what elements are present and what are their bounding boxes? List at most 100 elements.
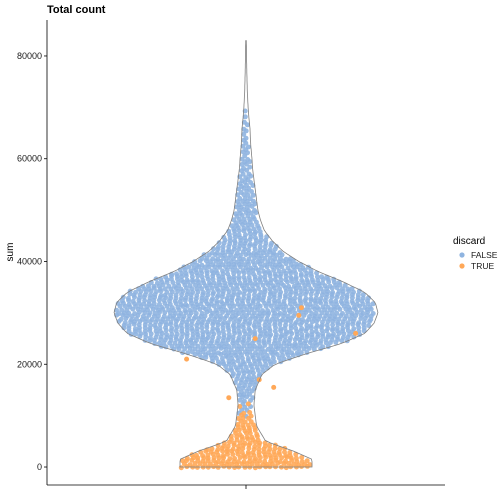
point-false: [281, 268, 287, 274]
point-true-outlier: [296, 312, 302, 318]
point-false: [234, 250, 240, 256]
point-false: [257, 244, 263, 250]
point-false: [292, 295, 298, 301]
point-false: [307, 301, 313, 307]
point-true: [262, 440, 268, 446]
point-false: [237, 362, 243, 368]
point-false: [356, 320, 362, 326]
point-false: [216, 334, 222, 340]
point-false: [262, 247, 268, 253]
point-true: [267, 442, 272, 448]
point-false: [272, 271, 278, 277]
point-true-outlier: [252, 336, 258, 342]
point-false: [318, 338, 324, 344]
point-true: [287, 450, 293, 455]
point-false: [204, 329, 210, 335]
point-false: [314, 304, 320, 310]
point-false: [158, 292, 164, 298]
point-true: [209, 446, 215, 452]
point-false: [243, 175, 249, 181]
point-true-outlier: [184, 356, 190, 362]
legend-key-true: [459, 263, 465, 269]
point-true: [277, 459, 283, 465]
point-true: [242, 440, 248, 446]
point-false: [236, 232, 242, 238]
point-false: [183, 302, 189, 308]
point-false: [151, 283, 157, 289]
point-false: [283, 292, 288, 298]
point-false: [252, 280, 258, 286]
point-false: [314, 323, 320, 329]
point-false: [298, 271, 304, 277]
point-false: [251, 310, 257, 316]
point-false: [291, 283, 297, 289]
point-false: [250, 214, 256, 220]
point-true: [227, 456, 233, 462]
point-true: [247, 410, 253, 415]
point-false: [248, 265, 254, 271]
point-false: [216, 350, 221, 356]
point-false: [313, 310, 319, 316]
point-false: [294, 280, 300, 286]
point-false: [276, 340, 282, 346]
point-false: [132, 326, 138, 332]
point-true-outlier: [353, 330, 359, 336]
point-false: [214, 326, 220, 332]
point-false: [246, 292, 252, 298]
point-false: [233, 211, 239, 217]
point-false: [163, 319, 169, 325]
point-false: [288, 322, 294, 328]
plot-area: [113, 40, 379, 471]
point-false: [234, 307, 240, 313]
point-false: [223, 341, 229, 347]
point-true: [293, 455, 299, 461]
point-true: [262, 458, 268, 464]
point-false: [339, 295, 345, 301]
point-false: [126, 301, 132, 307]
y-axis: 0 20000 40000 60000 80000: [17, 20, 48, 485]
point-false: [267, 255, 273, 261]
point-false: [213, 314, 219, 319]
point-false: [169, 325, 175, 331]
point-false: [246, 247, 252, 253]
point-true: [255, 437, 261, 443]
point-false: [292, 310, 298, 316]
point-false: [157, 301, 162, 307]
point-true: [283, 458, 288, 464]
point-false: [199, 274, 205, 280]
point-false: [194, 262, 200, 268]
point-false: [124, 307, 130, 313]
point-false: [279, 332, 285, 338]
point-false: [236, 335, 242, 341]
point-false: [246, 171, 252, 177]
point-false: [325, 304, 331, 310]
point-false: [268, 277, 274, 283]
point-false: [199, 256, 205, 262]
point-false: [209, 268, 215, 274]
point-false: [343, 313, 349, 319]
point-false: [250, 192, 256, 198]
point-false: [241, 225, 247, 231]
point-false: [255, 301, 261, 307]
point-true: [299, 459, 305, 465]
point-true: [277, 446, 283, 452]
point-false: [326, 332, 332, 338]
point-false: [158, 276, 164, 282]
point-false: [252, 292, 257, 298]
point-false: [207, 317, 213, 323]
point-false: [340, 335, 346, 341]
point-true: [178, 465, 184, 471]
point-true: [245, 449, 251, 455]
points-true-group: [178, 305, 359, 471]
point-false: [152, 310, 158, 316]
point-false: [188, 268, 194, 274]
point-false: [299, 277, 305, 283]
point-true: [282, 449, 287, 455]
point-false: [129, 317, 135, 323]
point-false: [274, 304, 279, 310]
point-false: [334, 325, 340, 331]
legend-title: discard: [453, 236, 485, 247]
point-false: [366, 323, 372, 328]
point-false: [345, 286, 351, 292]
point-false: [370, 301, 376, 307]
